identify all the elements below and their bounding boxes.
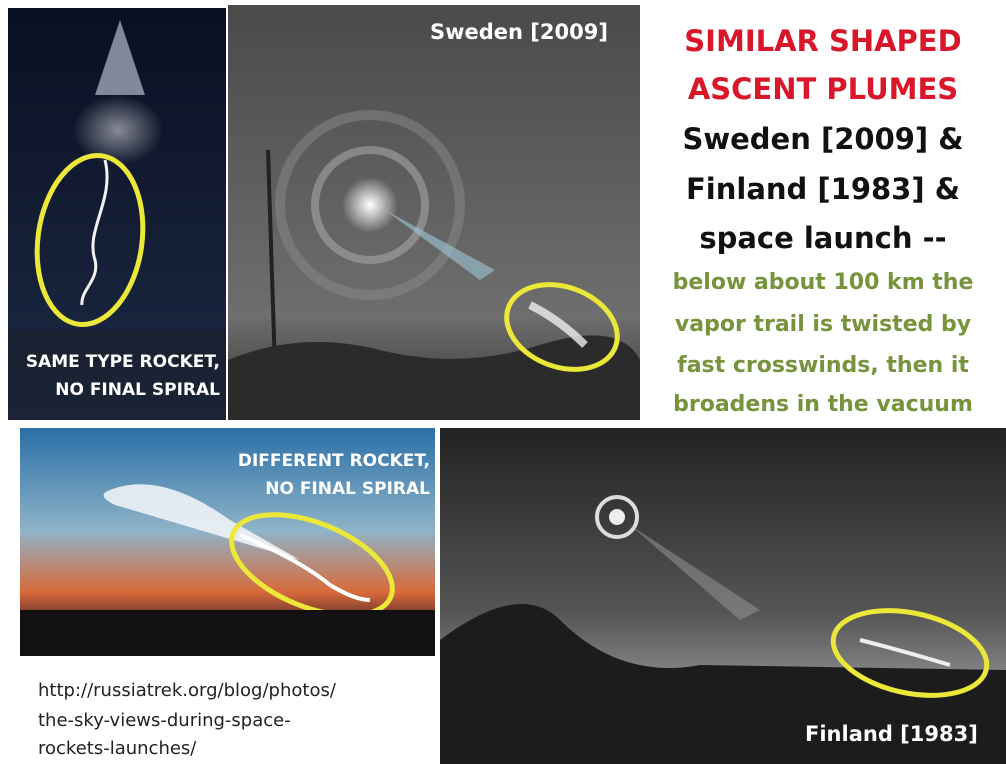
headline-green: vapor trail is twisted by bbox=[675, 312, 971, 337]
source-line: rockets-launches/ bbox=[38, 738, 197, 759]
different-photo: DIFFERENT ROCKET, NO FINAL SPIRAL bbox=[20, 428, 435, 656]
headline-black: space launch -- bbox=[699, 221, 946, 255]
sweden-photo: Sweden [2009] bbox=[228, 5, 640, 420]
caption: DIFFERENT ROCKET, bbox=[238, 451, 430, 471]
headline-black: Finland [1983] & bbox=[686, 172, 960, 206]
slide: SAME TYPE ROCKET, NO FINAL SPIRAL Sweden… bbox=[0, 0, 1006, 764]
source-line: the-sky-views-during-space- bbox=[38, 710, 291, 731]
source-line: http://russiatrek.org/blog/photos/ bbox=[38, 680, 337, 701]
caption: NO FINAL SPIRAL bbox=[265, 479, 430, 499]
finland-photo: Finland [1983] bbox=[440, 428, 1006, 764]
headline-red: ASCENT PLUMES bbox=[688, 72, 958, 106]
photo-label: Sweden [2009] bbox=[430, 20, 608, 44]
headline-red: SIMILAR SHAPED bbox=[684, 24, 961, 58]
left-photo: SAME TYPE ROCKET, NO FINAL SPIRAL bbox=[8, 8, 226, 420]
headline-green: broadens in the vacuum bbox=[673, 392, 973, 417]
headline-black: Sweden [2009] & bbox=[682, 122, 963, 156]
headline-green: fast crosswinds, then it bbox=[677, 353, 969, 378]
caption: SAME TYPE ROCKET, bbox=[26, 352, 220, 372]
headline: SIMILAR SHAPED ASCENT PLUMES Sweden [200… bbox=[673, 24, 974, 417]
headline-green: below about 100 km the bbox=[673, 270, 974, 295]
photo-label: Finland [1983] bbox=[805, 722, 978, 746]
source: http://russiatrek.org/blog/photos/ the-s… bbox=[38, 680, 337, 759]
caption: NO FINAL SPIRAL bbox=[55, 380, 220, 400]
